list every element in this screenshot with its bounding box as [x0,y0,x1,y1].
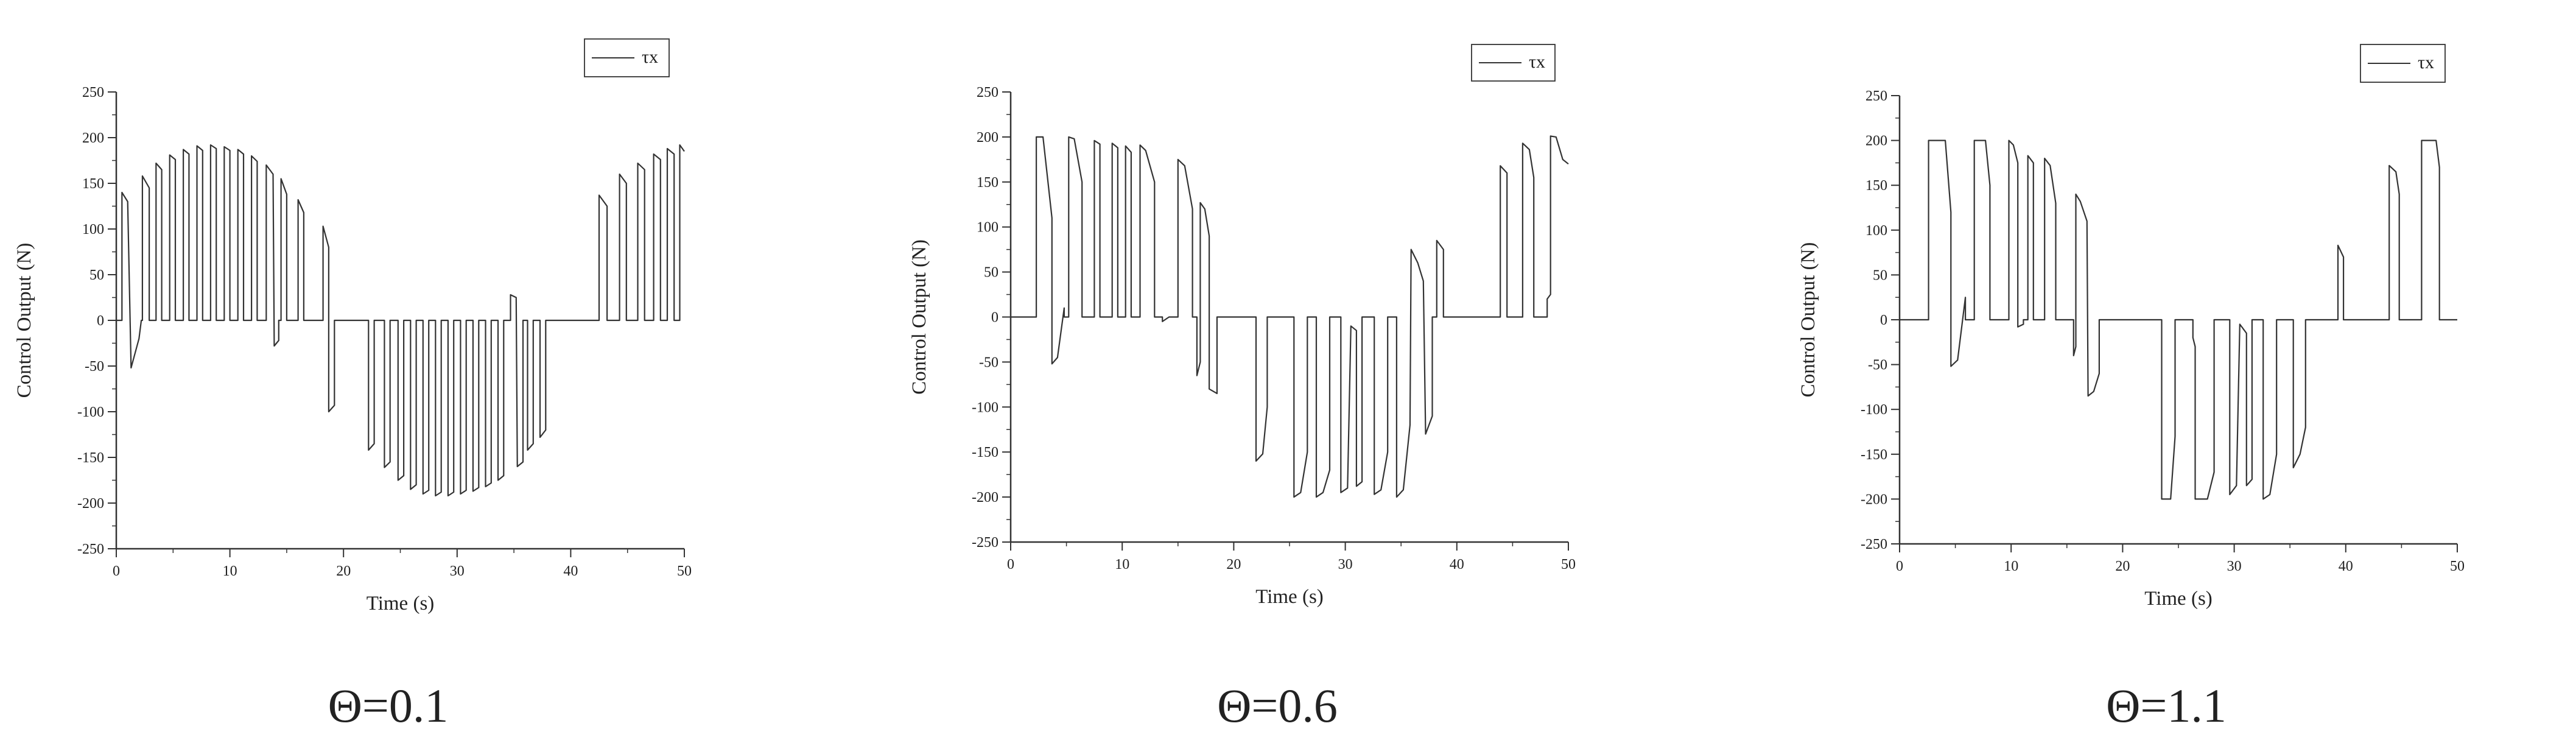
x-tick-label: 10 [1115,557,1129,573]
y-tick-label: -150 [1861,447,1887,463]
x-tick-label: 40 [563,563,578,579]
chart-panel-3: -250 -200 -150 -100 -50 0 50 100 150 200 250 0 10 20 3… [1797,44,2465,732]
x-axis-label: Time (s) [367,593,435,615]
y-tick-label: 250 [82,85,104,100]
y-axis-label: Control Output (N) [1797,242,1819,398]
y-tick-label: 50 [984,265,998,281]
y-tick-label: -250 [77,541,104,557]
x-tick-label: 30 [1338,557,1353,573]
y-tick-label: 0 [991,310,998,326]
x-axis-label: Time (s) [1255,586,1324,608]
y-tick-label: -200 [972,490,998,506]
legend: τx [1471,44,1556,82]
panel-caption: Θ=0.1 [328,679,449,732]
x-tick-label: 30 [2227,558,2242,574]
y-axis-label: Control Output (N) [13,243,35,398]
y-tick-label: 0 [97,313,104,329]
y-tick-label: 200 [82,130,104,146]
y-tick-label: -100 [1861,402,1887,418]
y-tick-label: -50 [1868,358,1887,373]
y-tick-label: 200 [977,130,998,146]
y-tick-label: 0 [1880,312,1887,328]
y-tick-label: 50 [1873,267,1887,283]
x-tick-label: 50 [1561,557,1576,573]
x-tick-label: 10 [2004,558,2018,574]
y-tick-label: -200 [1861,492,1887,507]
y-tick-label: 250 [977,85,998,100]
legend-label: τx [2418,52,2434,72]
y-tick-label: 150 [82,176,104,192]
series-line-tau-x [1900,139,2457,500]
y-tick-label: -250 [1861,537,1887,552]
legend: τx [584,38,670,77]
y-tick-label: -150 [972,445,998,460]
x-tick-label: 50 [2450,558,2465,574]
y-tick-label: -50 [979,354,998,370]
y-tick-label: 250 [1865,88,1887,104]
legend-label: τx [1529,52,1545,72]
x-tick-label: 40 [2339,558,2353,574]
chart-panel-2: -250 -200 -150 -100 -50 0 50 100 150 200 250 0 10 20 3… [908,44,1576,732]
x-tick-label: 0 [113,563,120,579]
x-tick-label: 30 [450,563,465,579]
x-axis-label: Time (s) [2144,588,2213,610]
y-tick-label: -100 [972,400,998,415]
y-tick-label: 50 [89,267,104,283]
y-tick-label: -50 [85,359,104,375]
x-tick-label: 10 [223,563,237,579]
x-tick-label: 20 [2115,558,2130,574]
x-tick-label: 40 [1450,557,1464,573]
series-line-tau-x [1011,135,1569,498]
x-tick-label: 0 [1896,558,1903,574]
y-tick-label: 100 [977,220,998,236]
chart-panel-1: -250 -200 -150 -100 -50 0 50 100 150 200 250 0 10 20 3… [13,38,692,732]
y-tick-label: 100 [1865,223,1887,239]
panel-caption: Θ=0.6 [1217,679,1338,732]
y-tick-label: -200 [77,496,104,512]
y-axis-label: Control Output (N) [908,239,930,395]
legend: τx [2360,44,2446,83]
y-tick-label: 200 [1865,133,1887,149]
legend-label: τx [642,47,658,67]
x-tick-label: 50 [677,563,692,579]
y-tick-label: 150 [977,175,998,191]
y-tick-label: -250 [972,535,998,551]
x-tick-label: 0 [1007,557,1014,573]
y-tick-label: 150 [1865,178,1887,194]
panel-caption: Θ=1.1 [2106,679,2227,732]
y-tick-label: -150 [77,450,104,466]
series-line-tau-x [116,144,685,497]
x-tick-label: 20 [336,563,351,579]
y-tick-label: 100 [82,222,104,238]
x-tick-label: 20 [1226,557,1241,573]
y-tick-label: -100 [77,404,104,420]
